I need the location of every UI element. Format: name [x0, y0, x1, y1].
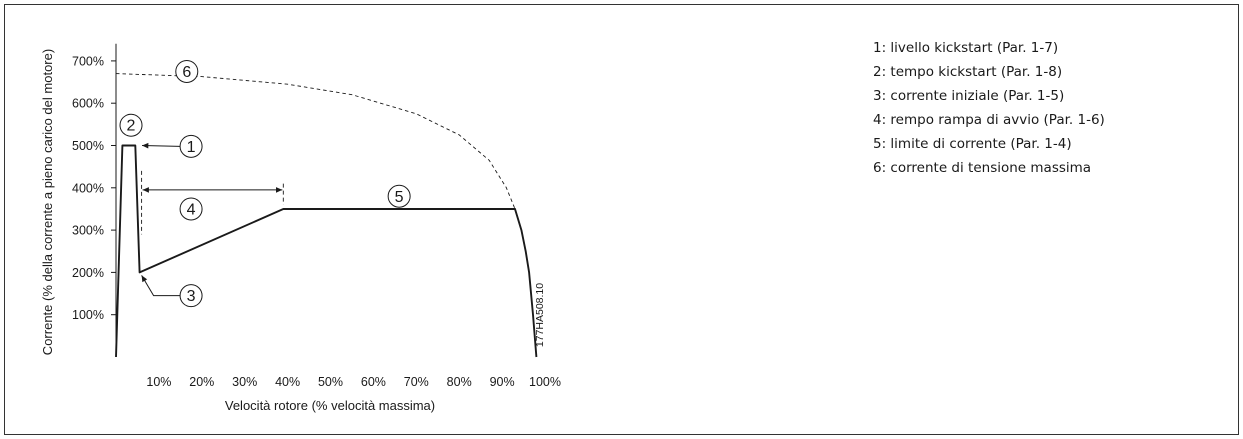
figure-code: 177HA508.10 — [534, 283, 546, 347]
x-tick-label: 90% — [490, 375, 515, 389]
dashed-max-voltage-curve — [115, 73, 516, 210]
x-tick-label: 60% — [361, 375, 386, 389]
callout-number-1: 1 — [187, 139, 196, 156]
callout-number-4: 4 — [187, 201, 196, 218]
x-tick-label: 100% — [529, 375, 561, 389]
current-speed-chart: 100% 200% 300% 400% 500% 600% 700% 10% 20% 30% 40%… — [40, 43, 561, 413]
callout-number-5: 5 — [395, 189, 404, 206]
legend-item-4: 4: rempo rampa di avvio (Par. 1-6) — [873, 112, 1105, 128]
x-tick-label: 70% — [404, 375, 429, 389]
legend-item-3: 3: corrente iniziale (Par. 1-5) — [873, 88, 1065, 104]
legend-item-1: 1: livello kickstart (Par. 1-7) — [873, 40, 1059, 56]
axes — [111, 43, 117, 357]
callout-number-6: 6 — [182, 64, 191, 81]
callout-circle-5 — [387, 184, 411, 208]
y-tick-label: 400% — [72, 181, 104, 195]
y-tick-label: 600% — [72, 97, 104, 111]
callouts: 1 2 3 4 5 6 — [119, 59, 411, 308]
tick-labels: 100% 200% 300% 400% 500% 600% 700% 10% 20% 30% 40%… — [72, 54, 561, 389]
callout-number-3: 3 — [187, 288, 196, 305]
y-tick-label: 500% — [72, 139, 104, 153]
callout-circle-4 — [179, 197, 203, 221]
legend: 1: livello kickstart (Par. 1-7) 2: tempo… — [873, 36, 1105, 180]
callout-number-2: 2 — [127, 118, 136, 135]
x-tick-label: 80% — [447, 375, 472, 389]
solid-current-curve — [115, 144, 538, 358]
x-axis-label: Velocità rotore (% velocità massima) — [225, 398, 435, 413]
callout-circle-6 — [175, 59, 199, 83]
legend-item-6: 6: corrente di tensione massima — [873, 160, 1092, 176]
legend-item-5: 5: limite di corrente (Par. 1-4) — [873, 136, 1072, 152]
callout-3-leader — [141, 275, 181, 297]
legend-item-2: 2: tempo kickstart (Par. 1-8) — [873, 64, 1063, 80]
callout-1-leader — [142, 142, 181, 149]
x-tick-label: 40% — [275, 375, 300, 389]
y-axis-label: Corrente (% della corrente a pieno caric… — [40, 49, 55, 355]
x-tick-label: 50% — [318, 375, 343, 389]
x-tick-label: 10% — [146, 375, 171, 389]
plot-lines — [115, 73, 538, 358]
figure-frame — [4, 4, 1239, 435]
x-tick-label: 20% — [189, 375, 214, 389]
x-tick-label: 30% — [232, 375, 257, 389]
y-tick-label: 700% — [72, 54, 104, 68]
y-tick-label: 100% — [72, 308, 104, 322]
y-tick-label: 300% — [72, 224, 104, 238]
callout-circle-2 — [119, 113, 143, 137]
y-tick-label: 200% — [72, 266, 104, 280]
